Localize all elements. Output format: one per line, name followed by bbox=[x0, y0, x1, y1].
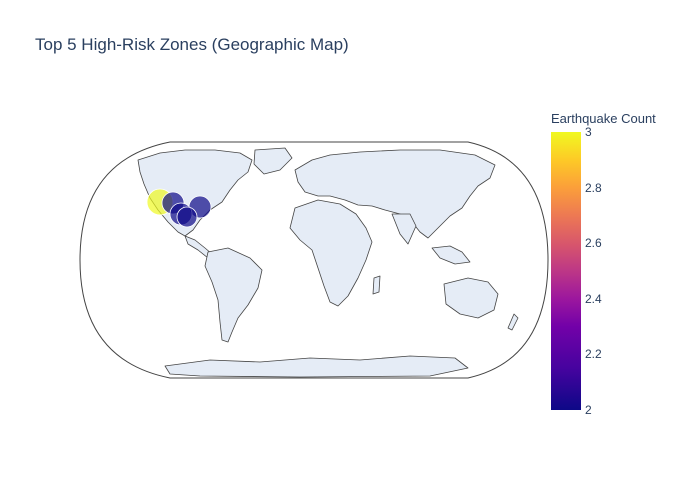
land-new-zealand bbox=[507, 313, 519, 331]
colorbar-title: Earthquake Count bbox=[551, 111, 656, 126]
colorbar-tick: 2.2 bbox=[585, 347, 602, 362]
land-south-america bbox=[204, 247, 263, 343]
land-india bbox=[391, 213, 417, 245]
zone-markers[interactable] bbox=[146, 188, 212, 228]
colorbar-tick: 2.8 bbox=[585, 180, 602, 195]
land-australia bbox=[443, 277, 499, 319]
land-madagascar bbox=[372, 275, 381, 295]
land-eurasia bbox=[294, 149, 496, 239]
land-africa bbox=[289, 199, 373, 307]
land-indonesia bbox=[431, 245, 471, 265]
colorbar-tick: 2 bbox=[585, 403, 592, 417]
colorbar-tick: 2.4 bbox=[585, 291, 602, 306]
colorbar-tick: 3 bbox=[585, 125, 592, 139]
landmasses bbox=[137, 147, 519, 378]
land-antarctica bbox=[164, 355, 469, 378]
page-title: Top 5 High-Risk Zones (Geographic Map) bbox=[35, 35, 349, 54]
land-greenland bbox=[253, 147, 293, 175]
colorbar bbox=[551, 132, 581, 410]
zone-marker-5[interactable] bbox=[176, 206, 198, 228]
colorbar-tick: 2.6 bbox=[585, 236, 602, 251]
